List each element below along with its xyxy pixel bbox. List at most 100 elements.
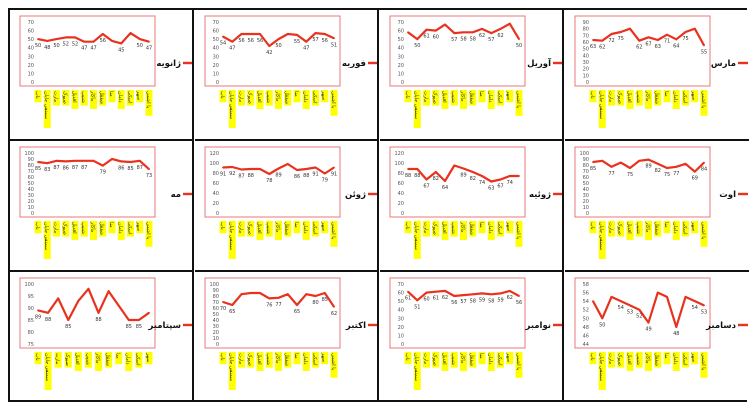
data-point — [619, 31, 622, 33]
svg-text:سهر: سهر — [321, 221, 327, 231]
svg-text:صیوک: صیوک — [432, 353, 439, 366]
y-tick-label: 95 — [28, 294, 34, 300]
data-point — [67, 319, 70, 321]
data-point — [323, 33, 326, 35]
data-label: 75 — [627, 172, 633, 178]
data-point — [416, 168, 419, 170]
x-tick-label: یا اشمی — [330, 221, 338, 247]
data-point — [286, 33, 289, 35]
data-label: 54 — [692, 305, 698, 311]
y-tick-label: 50 — [213, 312, 219, 318]
y-tick-label: 0 — [216, 80, 219, 86]
data-label: 50 — [35, 43, 41, 49]
svg-text:صیوک: صیوک — [432, 222, 439, 235]
svg-text:شفقل: شفقل — [654, 91, 660, 104]
data-point — [55, 159, 58, 162]
x-tick-label: شنبپ — [265, 221, 273, 237]
x-tick-label: منا — [663, 221, 671, 234]
y-tick-label: 0 — [31, 80, 34, 86]
y-tick-label: 50 — [398, 37, 404, 43]
y-tick-label: 0 — [31, 211, 34, 217]
data-label: 79 — [100, 170, 106, 176]
data-label: 51 — [331, 42, 337, 48]
data-point — [259, 168, 261, 170]
data-label: 73 — [146, 173, 152, 179]
x-tick-label: ناب — [589, 221, 597, 234]
data-label: 78 — [266, 178, 272, 184]
data-label: 56 — [238, 38, 244, 44]
data-label: 77 — [275, 302, 281, 308]
data-label: 67 — [497, 184, 503, 190]
plot-area — [19, 146, 156, 218]
x-tick-label: شفقل — [99, 90, 107, 106]
svg-text:منا: منا — [478, 91, 484, 97]
y-tick-label: 40 — [583, 53, 589, 59]
data-point — [277, 296, 280, 299]
svg-text:مارت: مارت — [237, 353, 243, 365]
svg-text:ماکار: ماکار — [274, 90, 280, 102]
svg-text:اقدیل: اقدیل — [71, 222, 77, 234]
data-point — [703, 304, 705, 307]
y-tick-label: 60 — [213, 181, 219, 187]
data-label: 62 — [599, 45, 605, 51]
svg-text:ماکار: ماکار — [274, 352, 280, 364]
chart-svg: 75 80 85 90 95 100 89 88 85 88 85 85 ناب سمنفی جاپان م… — [19, 277, 192, 390]
data-point — [675, 165, 678, 168]
data-point — [610, 33, 613, 35]
x-tick-label: دامان — [672, 90, 680, 109]
y-tick-label: 20 — [583, 67, 589, 73]
x-tick-label: سهر — [321, 352, 329, 365]
data-point — [148, 40, 150, 43]
y-tick-label: 90 — [583, 20, 589, 26]
x-tick-label: سمنفی جاپان — [598, 221, 606, 259]
x-tick-label: شفقل — [654, 221, 662, 237]
x-tick-label: ناب — [34, 221, 42, 234]
x-tick-label: اقدیل — [441, 352, 449, 371]
data-label: 47 — [229, 46, 235, 52]
svg-text:دامان: دامان — [302, 353, 308, 365]
data-point — [518, 295, 520, 297]
data-point — [107, 290, 110, 293]
data-label: 87 — [81, 165, 87, 171]
data-label: 67 — [645, 41, 651, 47]
y-tick-label: 120 — [394, 151, 404, 157]
svg-text:یا اشمی: یا اشمی — [330, 353, 336, 371]
svg-text:شنبپ: شنبپ — [80, 91, 86, 103]
x-tick-label: شنبپ — [84, 352, 92, 368]
svg-text:صیوک: صیوک — [62, 222, 69, 235]
svg-text:اقدیل: اقدیل — [256, 353, 262, 365]
svg-text:اسکی: اسکی — [126, 91, 132, 104]
y-tick-label: 60 — [398, 291, 404, 297]
y-tick-label: 52 — [583, 308, 589, 314]
x-tick-label: منا — [115, 352, 123, 365]
x-tick-label: دامان — [487, 352, 495, 371]
x-tick-label: منا — [108, 90, 116, 103]
data-label: 50 — [53, 43, 59, 49]
data-point — [37, 38, 39, 41]
y-tick-label: 100 — [24, 282, 34, 288]
data-point — [490, 180, 493, 183]
x-tick-label: ماکار — [459, 90, 467, 109]
data-point — [64, 160, 67, 163]
data-label: 83 — [44, 167, 50, 173]
data-point — [138, 319, 140, 321]
data-point — [323, 172, 326, 175]
data-point — [74, 36, 76, 39]
y-tick-label: 80 — [398, 171, 404, 177]
x-tick-label: اقدیل — [626, 90, 634, 109]
legend-label: ژانویه — [156, 59, 181, 69]
data-point — [499, 292, 502, 295]
data-point — [268, 173, 271, 175]
x-tick-label: دامان — [117, 221, 125, 240]
data-label: 58 — [470, 298, 476, 304]
y-tick-label: 40 — [398, 191, 404, 197]
x-tick-label: اسکی — [681, 221, 689, 237]
svg-text:یا اشمی: یا اشمی — [700, 91, 706, 109]
data-label: 59 — [479, 297, 485, 303]
data-point — [666, 167, 668, 169]
data-label: 89 — [645, 164, 651, 170]
x-tick-label: اقدیل — [441, 221, 449, 240]
svg-text:یا اشمی: یا اشمی — [515, 91, 521, 109]
data-label: 56 — [516, 300, 522, 306]
